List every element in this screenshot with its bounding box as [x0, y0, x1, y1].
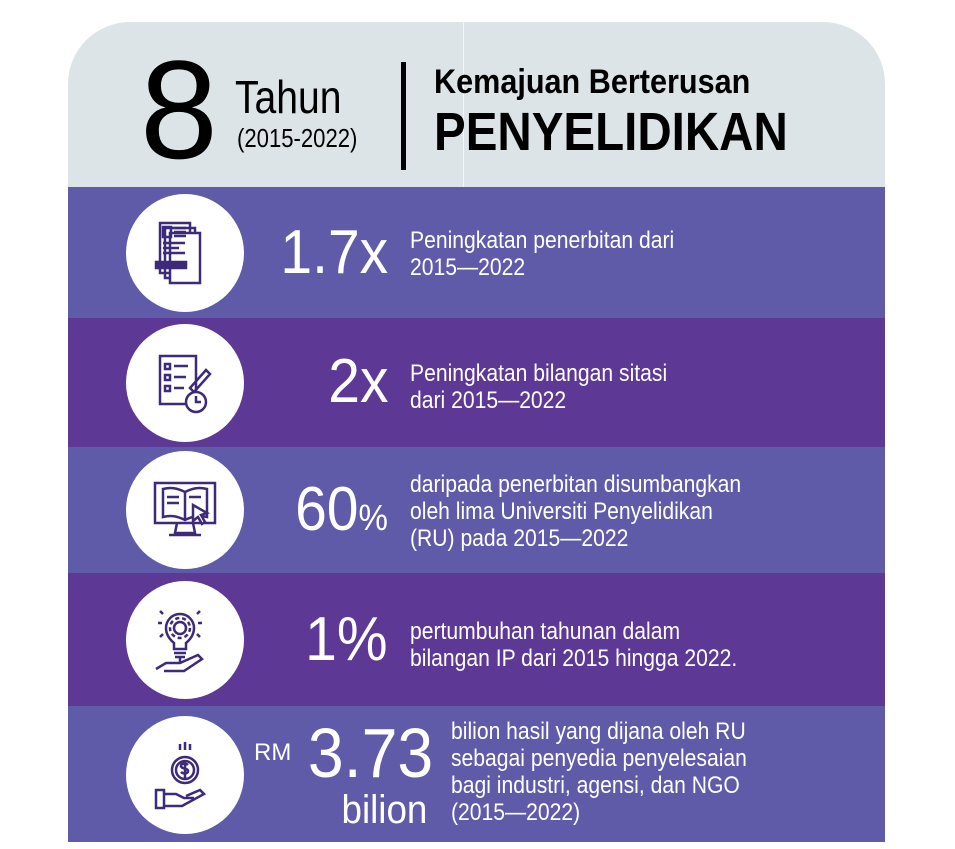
stat-description: Peningkatan penerbitan dari 2015—2022 [410, 227, 675, 281]
header: 8 Tahun (2015-2022) Kemajuan Berterusan … [68, 22, 885, 187]
stat-description: pertumbuhan tahunan dalam bilangan IP dar… [410, 618, 738, 672]
stat-value: 60% [295, 475, 388, 544]
title-line1: Kemajuan Berterusan [434, 63, 751, 101]
stat-description: Peningkatan bilangan sitasi dari 2015—202… [410, 360, 668, 414]
documents-icon [126, 194, 244, 312]
years-range: (2015-2022) [237, 123, 358, 153]
checklist-clock-icon [126, 324, 244, 442]
currency-prefix: RM [254, 739, 292, 766]
stat-row-citations: 2x Peningkatan bilangan sitasi dari 2015—… [68, 318, 885, 447]
stat-row-revenue: RM 3.73 bilion bilion hasil yang dijana … [68, 706, 885, 842]
years-unit: Tahun [235, 71, 342, 123]
stat-value: 1% [305, 605, 388, 674]
stat-row-publications: 1.7x Peningkatan penerbitan dari 2015—202… [68, 187, 885, 318]
stat-row-ru-share: 60% daripada penerbitan disumbangkan oleh… [68, 447, 885, 573]
stat-value: 2x [327, 347, 388, 416]
dollar-coin-hand-icon [126, 716, 244, 834]
stat-value: 1.7x [280, 218, 388, 287]
stat-unit: bilion [341, 788, 427, 832]
monitor-book-icon [126, 451, 244, 569]
lightbulb-gear-hand-icon [126, 581, 244, 699]
years-count: 8 [140, 31, 218, 188]
stat-description: daripada penerbitan disumbangkan oleh lim… [410, 471, 742, 552]
title-line2: PENYELIDIKAN [434, 102, 788, 162]
stat-value: 3.73 [307, 714, 433, 792]
divider [463, 22, 464, 187]
infographic: 8 Tahun (2015-2022) Kemajuan Berterusan … [68, 22, 885, 842]
stat-description: bilion hasil yang dijana oleh RU sebagai … [451, 718, 747, 826]
separator-bar [401, 62, 406, 170]
stat-row-ip-growth: 1% pertumbuhan tahunan dalam bilangan IP … [68, 573, 885, 706]
